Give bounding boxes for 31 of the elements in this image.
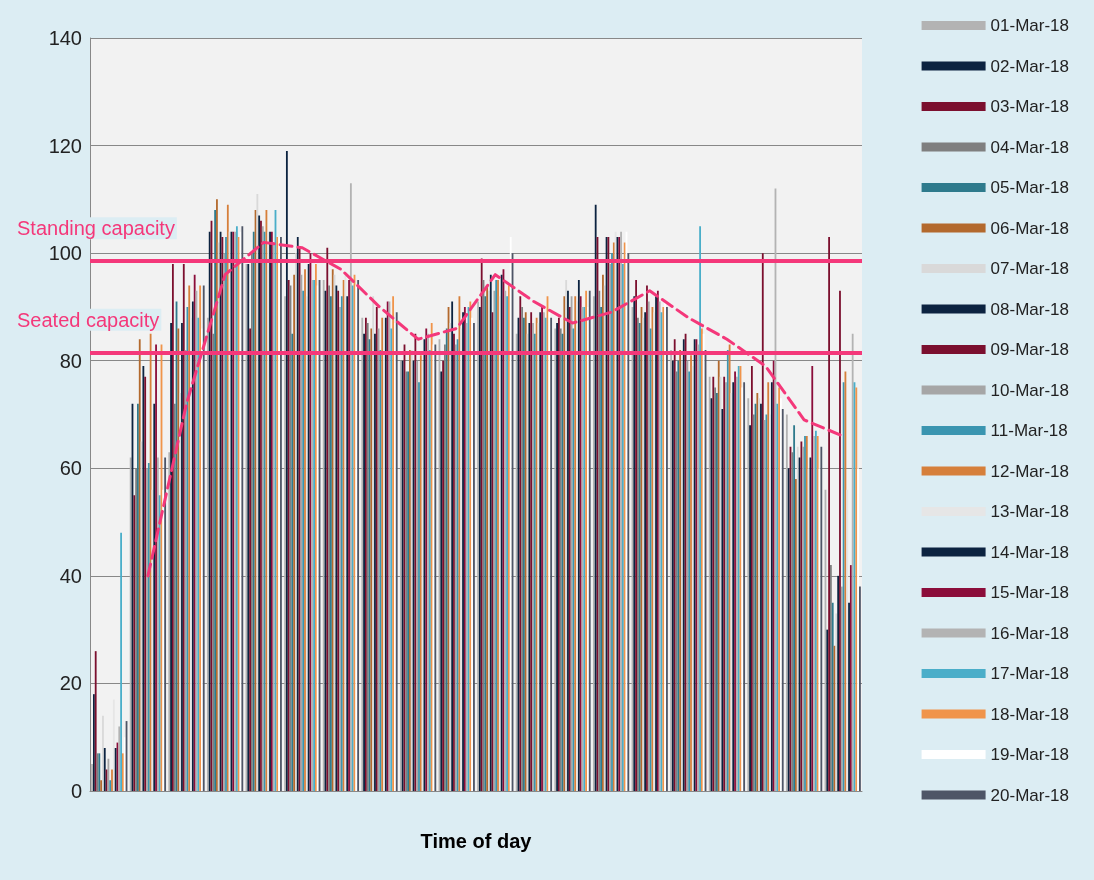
y-tick-label: 100 [48,242,82,265]
x-axis-title: Time of day [420,830,533,852]
y-tick-label: 140 [48,27,82,49]
legend-label: 09-Mar-18 [990,340,1069,359]
legend-label: 18-Mar-18 [990,704,1069,724]
y-tick-label: 60 [59,457,82,480]
legend-label: 10-Mar-18 [990,380,1069,400]
legend-label: 20-Mar-18 [990,785,1069,805]
legend-label: 17-Mar-18 [990,664,1069,683]
y-tick-label: 20 [59,672,82,695]
legend-label: 13-Mar-18 [990,502,1069,521]
legend-label: 03-Mar-18 [990,97,1069,116]
ref-line-label: Seated capacity [17,308,160,331]
legend-label: 19-Mar-18 [990,745,1069,764]
legend-label: 04-Mar-18 [990,137,1069,157]
legend-label: 15-Mar-18 [990,583,1069,602]
legend-label: 01-Mar-18 [990,16,1069,35]
legend-label: 11-Mar-18 [990,421,1068,440]
y-tick-label: 80 [59,349,82,372]
legend-label: 06-Mar-18 [990,218,1069,238]
legend-label: 02-Mar-18 [990,56,1069,76]
legend-label: 08-Mar-18 [990,299,1069,319]
legend-label: 14-Mar-18 [990,542,1069,562]
ref-line-label: Standing capacity [17,217,175,240]
legend-label: 05-Mar-18 [990,178,1069,197]
legend-label: 07-Mar-18 [990,259,1069,278]
y-tick-label: 120 [48,134,82,157]
y-tick-label: 40 [59,564,82,587]
y-tick-label: 0 [70,780,82,802]
legend-label: 16-Mar-18 [990,623,1069,643]
legend-label: 12-Mar-18 [990,461,1069,481]
